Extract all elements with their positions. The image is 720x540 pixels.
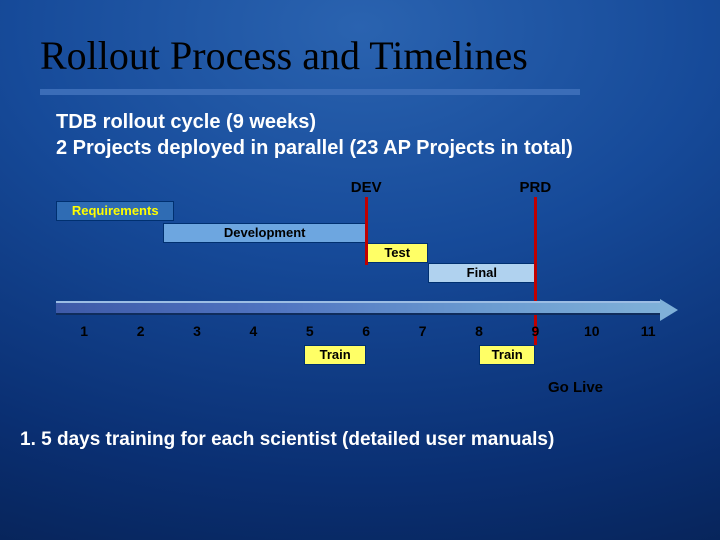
timeline-tick: 6 (354, 323, 378, 339)
timeline-tick: 9 (523, 323, 547, 339)
timeline-tick: 7 (411, 323, 435, 339)
timeline-tick: 10 (580, 323, 604, 339)
phase-train: Train (304, 345, 366, 365)
marker-label-prd: PRD (510, 179, 560, 196)
timeline-tick: 1 (72, 323, 96, 339)
timeline-tick: 3 (185, 323, 209, 339)
timeline-arrowhead (660, 299, 678, 321)
phase-requirements: Requirements (56, 201, 174, 221)
timeline-tick: 2 (129, 323, 153, 339)
timeline-tick: 5 (298, 323, 322, 339)
timeline-tick: 11 (636, 323, 660, 339)
go-live-label: Go Live (548, 379, 603, 396)
gantt-chart: RequirementsDevelopmentTestFinal Train Tra… (56, 179, 676, 409)
phase-development: Development (163, 223, 366, 243)
page-title: Rollout Process and Timelines (40, 32, 720, 79)
marker-line-dev (365, 197, 368, 265)
phase-test: Test (366, 243, 428, 263)
timeline-tick: 4 (241, 323, 265, 339)
footer-note: 1. 5 days training for each scientist (d… (20, 429, 720, 451)
subtitle: TDB rollout cycle (9 weeks) 2 Projects d… (56, 109, 676, 161)
subtitle-line2: 2 Projects deployed in parallel (23 AP P… (56, 137, 573, 159)
phase-final: Final (428, 263, 535, 283)
timeline-bar (56, 301, 662, 315)
title-underline (40, 89, 580, 95)
timeline-tick: 8 (467, 323, 491, 339)
subtitle-line1: TDB rollout cycle (9 weeks) (56, 111, 316, 133)
marker-label-dev: DEV (341, 179, 391, 196)
phase-train: Train (479, 345, 535, 365)
